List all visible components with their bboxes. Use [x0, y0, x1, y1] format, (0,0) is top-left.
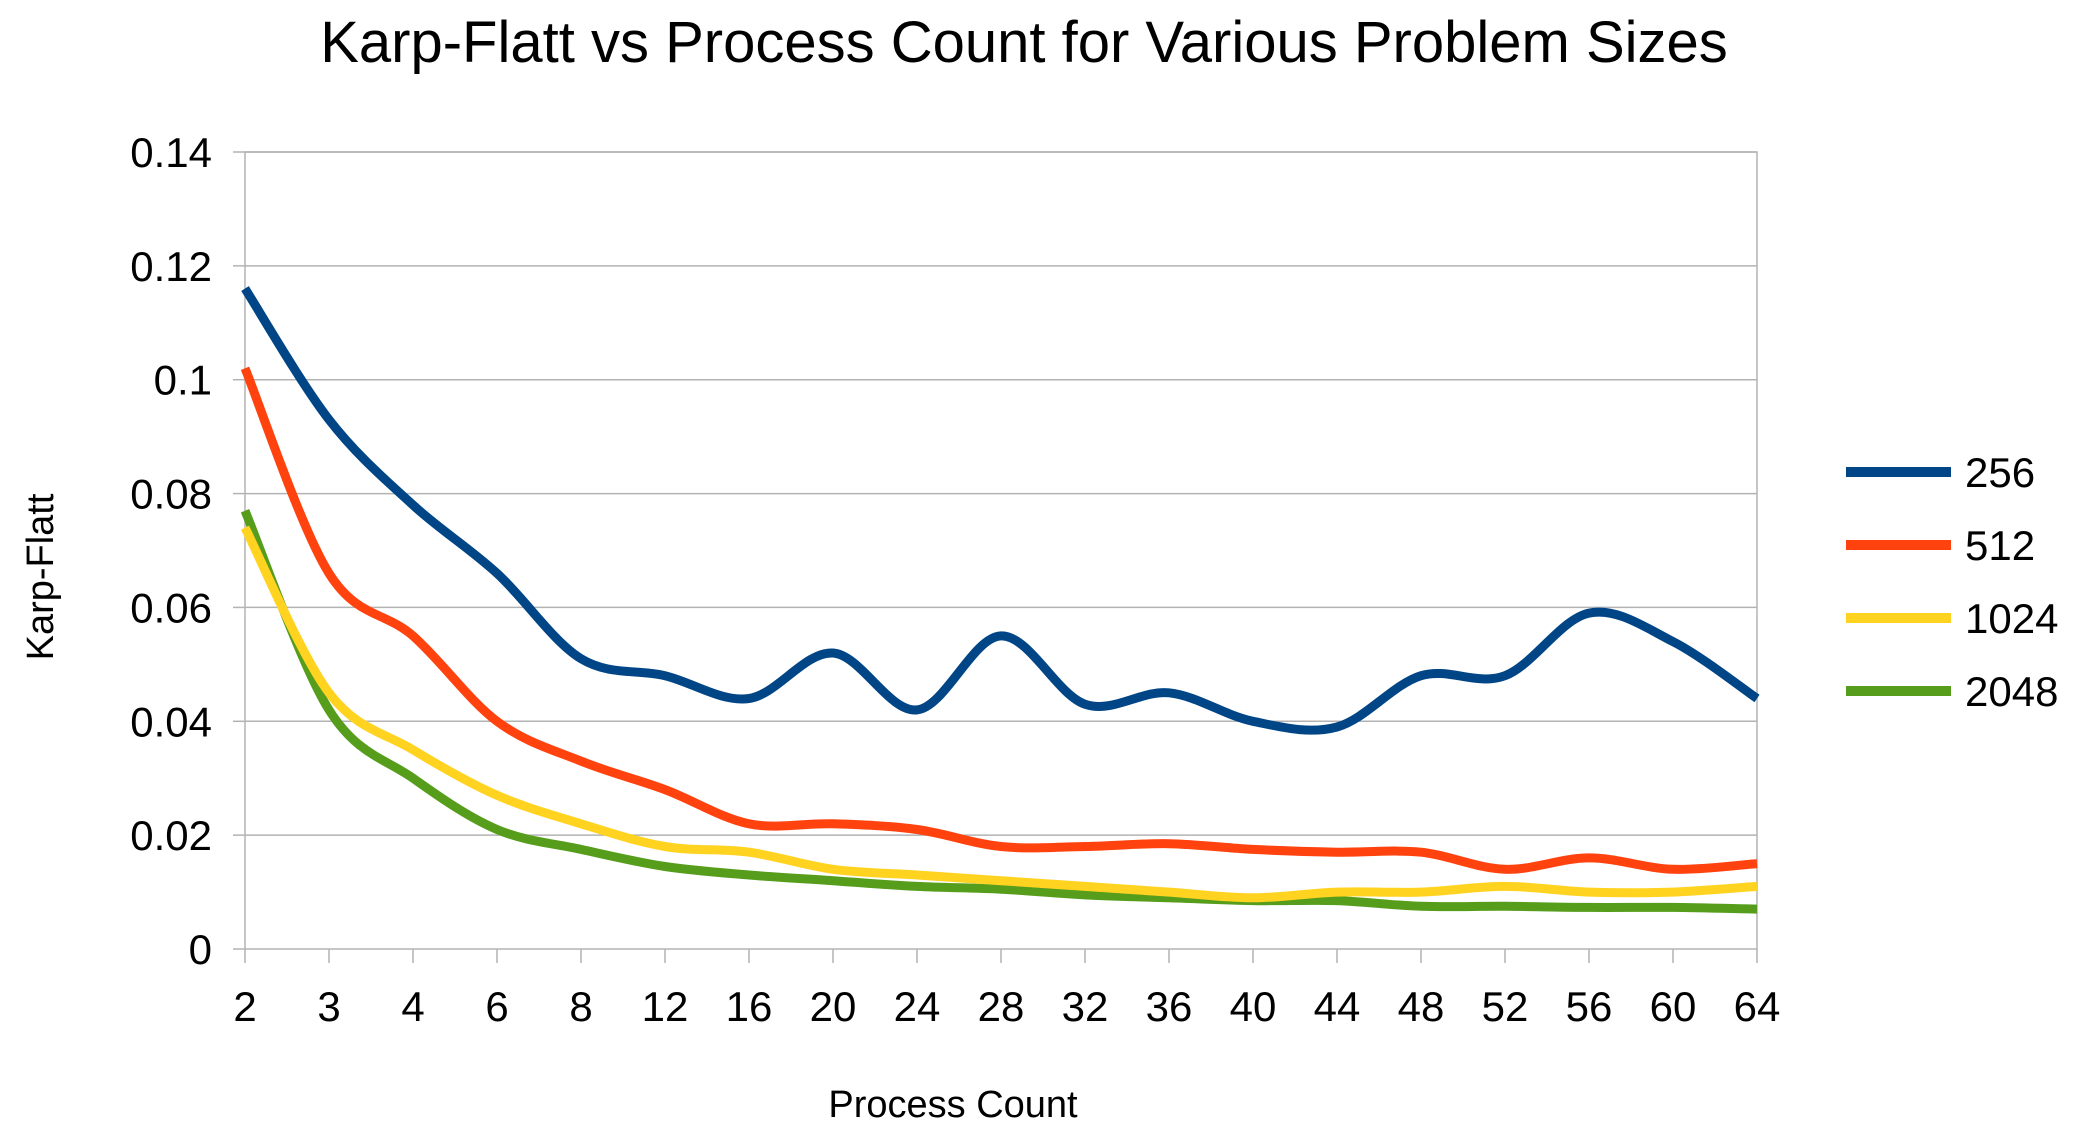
y-tick-label: 0.14 — [130, 129, 212, 176]
plot-area: 0 0.02 0.04 0.06 0.08 0.1 0.12 0.14 2 3 4 6 8 12 16 20… — [130, 129, 1780, 1030]
x-tick-label: 64 — [1734, 983, 1781, 1030]
x-tick-label: 60 — [1650, 983, 1697, 1030]
x-tick-label: 28 — [978, 983, 1025, 1030]
series-lines — [240, 286, 1760, 914]
x-tick-label: 40 — [1230, 983, 1277, 1030]
x-tick-label: 8 — [569, 983, 592, 1030]
x-tick-label: 16 — [726, 983, 773, 1030]
x-tick-label: 20 — [810, 983, 857, 1030]
x-tick-label: 48 — [1398, 983, 1445, 1030]
x-tick-label: 36 — [1146, 983, 1193, 1030]
y-tick-label: 0.1 — [154, 357, 212, 404]
x-tick-label: 56 — [1566, 983, 1613, 1030]
y-tick-label: 0.04 — [130, 698, 212, 745]
y-tick-label: 0.12 — [130, 243, 212, 290]
y-axis-ticks: 0 0.02 0.04 0.06 0.08 0.1 0.12 0.14 — [130, 129, 245, 973]
y-tick-label: 0.06 — [130, 584, 212, 631]
x-tick-label: 4 — [401, 983, 424, 1030]
legend-label: 1024 — [1965, 595, 2058, 642]
x-tick-label: 12 — [642, 983, 689, 1030]
series-line-256 — [241, 286, 1760, 735]
x-tick-label: 52 — [1482, 983, 1529, 1030]
x-tick-label: 6 — [485, 983, 508, 1030]
legend-label: 2048 — [1965, 668, 2058, 715]
y-tick-label: 0 — [189, 926, 212, 973]
series-line-2048 — [240, 508, 1758, 914]
plot-background — [244, 151, 1758, 950]
legend-label: 512 — [1965, 522, 2035, 569]
legend: 256 512 1024 2048 — [1846, 449, 2058, 715]
y-axis-title: Karp-Flatt — [20, 493, 62, 660]
y-tick-label: 0.08 — [130, 471, 212, 518]
x-axis-title: Process Count — [828, 1084, 1078, 1126]
series-line-1024 — [240, 525, 1758, 903]
legend-label: 256 — [1965, 449, 2035, 496]
series-line-512 — [240, 366, 1758, 874]
x-tick-label: 2 — [233, 983, 256, 1030]
y-tick-label: 0.02 — [130, 812, 212, 859]
chart-title: Karp-Flatt vs Process Count for Various … — [320, 10, 1728, 75]
x-tick-label: 3 — [317, 983, 340, 1030]
x-tick-label: 32 — [1062, 983, 1109, 1030]
x-tick-label: 24 — [894, 983, 941, 1030]
x-tick-label: 44 — [1314, 983, 1361, 1030]
x-axis-ticks: 2 3 4 6 8 12 16 20 24 28 32 36 40 44 48 52 56 60 64 — [233, 949, 1780, 1030]
